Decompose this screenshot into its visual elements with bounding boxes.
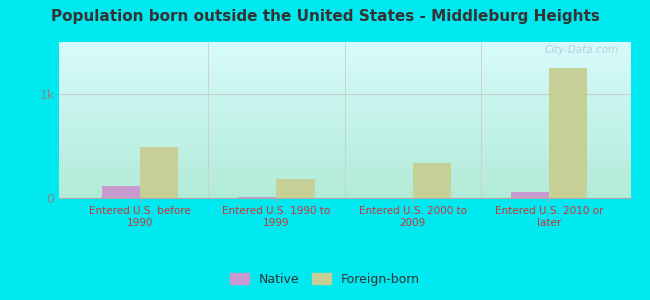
Bar (140, 147, 178, 198)
Text: Population born outside the United States - Middleburg Heights: Population born outside the United State… (51, 9, 599, 24)
Bar (549, 68, 587, 198)
Text: City-Data.com: City-Data.com (545, 45, 619, 55)
Bar (511, 192, 549, 198)
Legend: Native, Foreign-born: Native, Foreign-born (225, 268, 425, 291)
Bar (413, 163, 450, 198)
Bar (276, 179, 315, 198)
Bar (102, 185, 140, 198)
Bar (239, 197, 276, 198)
